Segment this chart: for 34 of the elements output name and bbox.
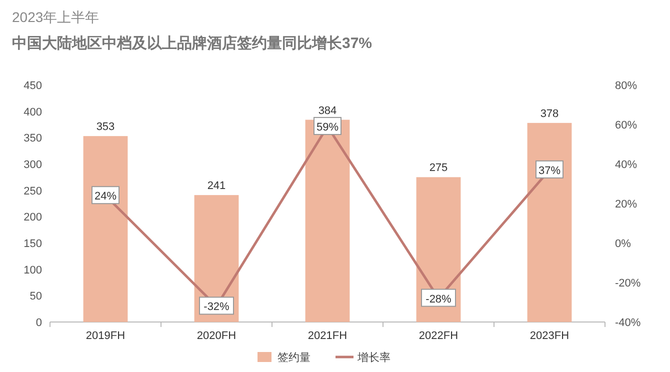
y-tick-label: 150 xyxy=(24,238,42,250)
bar xyxy=(305,120,350,322)
y-tick-label: 450 xyxy=(24,80,42,92)
bar xyxy=(83,136,128,322)
data-label: 241 xyxy=(207,180,226,192)
data-label: 275 xyxy=(429,162,448,174)
bar xyxy=(527,122,572,322)
y-tick-label: 100 xyxy=(24,264,42,276)
y2-tick-label: 40% xyxy=(615,159,638,171)
y-tick-label: 0 xyxy=(36,317,42,329)
chart-subtitle: 中国大陆地区中档及以上品牌酒店签约量同比增长37% xyxy=(12,34,372,52)
chart-title: 2023年上半年 xyxy=(12,9,100,25)
y-tick-label: 250 xyxy=(24,185,42,198)
y2-tick-label: 20% xyxy=(615,198,638,210)
y-tick-label: 400 xyxy=(24,106,42,118)
legend-label: 增长率 xyxy=(356,351,390,364)
y2-tick-label: 60% xyxy=(615,120,638,132)
data-label: 378 xyxy=(540,108,559,120)
legend-label: 签约量 xyxy=(278,352,310,364)
data-label: 353 xyxy=(96,121,115,134)
y2-tick-label: -20% xyxy=(615,278,641,290)
y-tick-label: 300 xyxy=(24,159,42,171)
y2-tick-label: 80% xyxy=(615,80,638,92)
x-tick-label: 2022FH xyxy=(418,330,458,342)
y-tick-label: 350 xyxy=(24,132,42,145)
y2-tick-label: 0% xyxy=(615,238,632,250)
y-tick-label: 200 xyxy=(24,212,42,224)
x-tick-label: 2021FH xyxy=(308,330,348,342)
data-label: 384 xyxy=(318,104,337,117)
y2-tick-label: -40% xyxy=(615,317,641,329)
x-tick-label: 2019FH xyxy=(86,330,126,342)
x-tick-label: 2023FH xyxy=(530,330,570,342)
x-tick-label: 2020FH xyxy=(196,330,236,342)
y-tick-label: 50 xyxy=(30,290,42,303)
